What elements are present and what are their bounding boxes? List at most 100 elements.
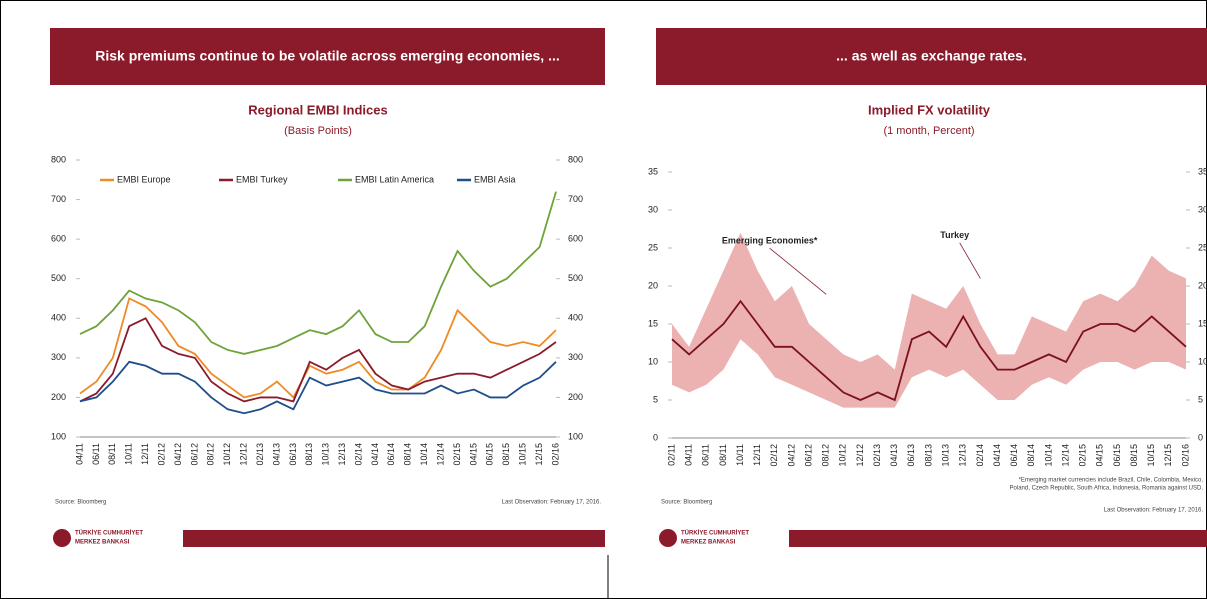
- y-tick-label: 800: [51, 154, 66, 164]
- y2-tick-label: 15: [1198, 318, 1207, 328]
- x-tick-label: 12/11: [140, 443, 150, 465]
- x-tick-label: 08/12: [206, 443, 216, 466]
- x-tick-label: 06/12: [803, 444, 813, 467]
- x-tick-label: 04/15: [468, 443, 478, 466]
- x-tick-label: 02/12: [769, 444, 779, 467]
- x-tick-label: 02/16: [550, 443, 560, 466]
- y2-tick-label: 20: [1198, 280, 1207, 290]
- series-line: [671, 299, 1187, 402]
- x-tick-label: 08/13: [304, 443, 314, 466]
- x-tick-label: 12/15: [534, 443, 544, 466]
- footnote: Poland, Czech Republic, South Africa, In…: [1010, 486, 1204, 492]
- y2-tick-label: 500: [568, 273, 583, 283]
- x-tick-label: 12/12: [855, 444, 865, 467]
- annotation-leader: [769, 247, 827, 295]
- source: Source: Bloomberg: [661, 500, 712, 506]
- y-tick-label: 30: [648, 204, 658, 214]
- x-tick-label: 10/15: [1146, 444, 1156, 467]
- y2-tick-label: 5: [1198, 394, 1203, 404]
- chart-title: Implied FX volatility: [868, 102, 991, 117]
- y-tick-label: 600: [51, 234, 66, 244]
- y-tick-label: 15: [648, 318, 658, 328]
- logo-text: TÜRKİYE CUMHURİYET: [681, 530, 749, 537]
- legend-label: EMBI Turkey: [236, 174, 288, 184]
- x-tick-label: 02/16: [1180, 444, 1190, 467]
- legend-label: EMBI Europe: [117, 174, 171, 184]
- y-tick-label: 10: [648, 356, 658, 366]
- logo-mark: [53, 529, 71, 547]
- logo-text: MERKEZ BANKASI: [681, 540, 736, 546]
- x-tick-label: 10/15: [518, 443, 528, 466]
- y2-tick-label: 800: [568, 154, 583, 164]
- x-tick-label: 08/12: [821, 444, 831, 467]
- x-tick-label: 12/15: [1163, 444, 1173, 467]
- x-tick-label: 04/15: [1095, 444, 1105, 467]
- x-tick-label: 02/15: [1078, 444, 1088, 467]
- y-tick-label: 35: [648, 166, 658, 176]
- x-tick-label: 02/13: [255, 443, 265, 466]
- x-tick-label: 12/14: [435, 443, 445, 466]
- x-tick-label: 04/11: [684, 444, 694, 466]
- banner: ... as well as exchange rates.: [836, 48, 1027, 64]
- x-tick-label: 12/13: [958, 444, 968, 467]
- y2-tick-label: 100: [568, 431, 583, 441]
- x-tick-label: 10/13: [941, 444, 951, 467]
- x-tick-label: 02/13: [872, 444, 882, 467]
- x-tick-label: 10/11: [124, 443, 134, 465]
- y-tick-label: 200: [51, 392, 66, 402]
- x-tick-label: 08/14: [403, 443, 413, 466]
- x-tick-label: 12/14: [1060, 444, 1070, 467]
- x-tick-label: 02/11: [666, 444, 676, 466]
- series-annotation: Emerging Economies*: [722, 236, 818, 246]
- banner-bg: [50, 28, 605, 85]
- x-tick-label: 08/11: [107, 443, 117, 465]
- x-tick-label: 12/11: [752, 444, 762, 466]
- x-tick-label: 10/14: [419, 443, 429, 466]
- x-tick-label: 06/15: [1112, 444, 1122, 467]
- last-observation: Last Observation: February 17, 2016.: [1104, 508, 1204, 514]
- x-tick-label: 08/11: [718, 444, 728, 466]
- logo-text: TÜRKİYE CUMHURİYET: [75, 530, 143, 537]
- x-tick-label: 06/14: [386, 443, 396, 466]
- x-tick-label: 10/12: [222, 443, 232, 466]
- logo-text: MERKEZ BANKASI: [75, 540, 130, 546]
- y2-tick-label: 300: [568, 352, 583, 362]
- series-line: [79, 191, 557, 355]
- x-tick-label: 08/13: [923, 444, 933, 467]
- x-tick-label: 04/12: [786, 444, 796, 467]
- x-tick-label: 06/14: [1009, 444, 1019, 467]
- annotation-leader: [959, 242, 981, 279]
- banner-bg: [656, 28, 1207, 85]
- x-tick-label: 06/13: [906, 444, 916, 467]
- x-tick-label: 04/14: [992, 444, 1002, 467]
- x-tick-label: 04/13: [889, 444, 899, 467]
- x-tick-label: 10/11: [735, 444, 745, 466]
- y-tick-label: 500: [51, 273, 66, 283]
- x-tick-label: 02/12: [156, 443, 166, 466]
- y-tick-label: 0: [653, 432, 658, 442]
- y2-tick-label: 200: [568, 392, 583, 402]
- x-tick-label: 08/15: [1129, 444, 1139, 467]
- y2-tick-label: 30: [1198, 204, 1207, 214]
- y-tick-label: 100: [51, 431, 66, 441]
- y2-tick-label: 700: [568, 194, 583, 204]
- series-line: [79, 360, 557, 415]
- footer-bar: [789, 530, 1207, 547]
- x-tick-label: 12/12: [239, 443, 249, 466]
- x-tick-label: 12/13: [337, 443, 347, 466]
- y2-tick-label: 10: [1198, 356, 1207, 366]
- x-tick-label: 06/11: [701, 444, 711, 466]
- chart-subtitle: (Basis Points): [284, 125, 352, 137]
- y-tick-label: 25: [648, 242, 658, 252]
- x-tick-label: 06/12: [189, 443, 199, 466]
- footer-bar: [183, 530, 605, 547]
- x-tick-label: 06/11: [91, 443, 101, 465]
- y2-tick-label: 400: [568, 313, 583, 323]
- x-tick-label: 04/14: [370, 443, 380, 466]
- x-tick-label: 06/13: [288, 443, 298, 466]
- y-tick-label: 700: [51, 194, 66, 204]
- series-annotation: Turkey: [940, 230, 969, 240]
- y2-tick-label: 35: [1198, 166, 1207, 176]
- y-tick-label: 400: [51, 313, 66, 323]
